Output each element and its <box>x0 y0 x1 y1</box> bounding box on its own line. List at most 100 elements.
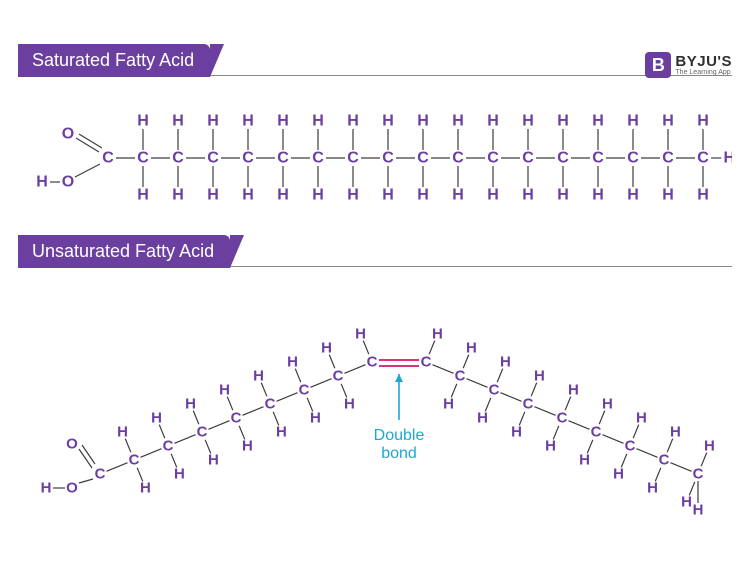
h-atom: H <box>432 326 443 343</box>
h-atom: H <box>207 113 219 130</box>
h-atom: H <box>452 113 464 130</box>
bond <box>602 435 623 444</box>
header-saturated: Saturated Fatty Acid <box>18 44 732 77</box>
bond <box>565 397 571 411</box>
h-atom: H <box>347 187 359 204</box>
h-atom: H <box>511 423 522 440</box>
h-atom: H <box>253 368 264 385</box>
h-atom: H <box>208 451 219 468</box>
bond <box>636 449 657 458</box>
bond <box>79 449 92 468</box>
c-atom: C <box>421 354 432 371</box>
c-atom: C <box>137 150 149 167</box>
h-atom: H <box>592 113 604 130</box>
h-atom: H <box>568 382 579 399</box>
h-atom: H <box>185 396 196 413</box>
h-atom: H <box>452 187 464 204</box>
h-atom: H <box>602 396 613 413</box>
c-atom: C <box>592 150 604 167</box>
brand-badge: B <box>645 52 671 78</box>
c-atom: C <box>382 150 394 167</box>
c-atom: C <box>659 452 670 469</box>
bond <box>429 341 435 355</box>
h-atom: H <box>417 113 429 130</box>
h-atom: H <box>662 113 674 130</box>
h-atom: H <box>500 354 511 371</box>
c-atom: C <box>347 150 359 167</box>
h-atom: H <box>172 187 184 204</box>
bond <box>667 439 673 453</box>
h-atom: H <box>344 395 355 412</box>
bond <box>531 383 537 397</box>
c-atom: C <box>207 150 219 167</box>
h-atom: H <box>534 368 545 385</box>
bond <box>140 449 161 458</box>
bond <box>227 397 233 411</box>
c-atom: C <box>417 150 429 167</box>
h-atom: H <box>417 187 429 204</box>
h-atom: H <box>355 326 366 343</box>
bond <box>621 454 627 468</box>
c-atom: C <box>697 150 709 167</box>
h-atom: H <box>140 479 151 496</box>
c-atom: C <box>197 424 208 441</box>
h-atom: H <box>670 424 681 441</box>
h-atom: H <box>477 409 488 426</box>
c-atom: C <box>312 150 324 167</box>
bond <box>553 426 559 440</box>
bond <box>82 445 95 464</box>
h-atom: H <box>137 113 149 130</box>
c-atom: C <box>455 368 466 385</box>
bond <box>208 421 229 430</box>
bond <box>599 411 605 425</box>
h-atom: H <box>697 113 709 130</box>
c-atom: C <box>627 150 639 167</box>
h-atom: H <box>443 395 454 412</box>
bond <box>363 341 369 355</box>
bond <box>295 369 301 383</box>
c-atom: C <box>523 396 534 413</box>
bond <box>193 411 199 425</box>
h-atom: H <box>137 187 149 204</box>
bond <box>534 407 555 416</box>
h-atom: H <box>242 187 254 204</box>
tab-unsaturated: Unsaturated Fatty Acid <box>18 235 230 268</box>
bond <box>79 134 102 148</box>
svg-saturated: CCCCCCCCCCCCCCCCCCHHHHHHHHHHHHHHHHHHHHHH… <box>18 83 732 223</box>
h-atom: H <box>592 187 604 204</box>
c-atom: C <box>299 382 310 399</box>
h-atom: H <box>466 340 477 357</box>
h-atom: H <box>172 113 184 130</box>
brand-logo: B BYJU'S The Learning App <box>645 52 732 78</box>
h-atom: H <box>579 451 590 468</box>
bond <box>485 398 491 412</box>
h-atom: H <box>382 113 394 130</box>
bond <box>310 379 331 388</box>
c-atom: C <box>231 410 242 427</box>
bond <box>79 479 93 483</box>
h-atom: H <box>647 479 658 496</box>
h-atom: H <box>662 187 674 204</box>
h-atom: H <box>382 187 394 204</box>
h-atom: H <box>276 423 287 440</box>
c-atom: C <box>662 150 674 167</box>
bond <box>463 355 469 369</box>
bond <box>125 439 131 453</box>
c-atom: C <box>333 368 344 385</box>
bond <box>568 421 589 430</box>
bond <box>451 384 457 398</box>
h-atom: H <box>321 340 332 357</box>
bond <box>633 425 639 439</box>
o-atom: O <box>66 436 78 453</box>
o-atom: O <box>66 480 78 497</box>
c-atom: C <box>277 150 289 167</box>
c-atom: C <box>557 410 568 427</box>
bond <box>497 369 503 383</box>
o-atom: O <box>62 126 74 143</box>
h-atom: H <box>627 187 639 204</box>
bond <box>344 365 365 374</box>
h-atom: H <box>151 410 162 427</box>
c-atom: C <box>591 424 602 441</box>
bond <box>432 365 453 374</box>
c-atom: C <box>367 354 378 371</box>
